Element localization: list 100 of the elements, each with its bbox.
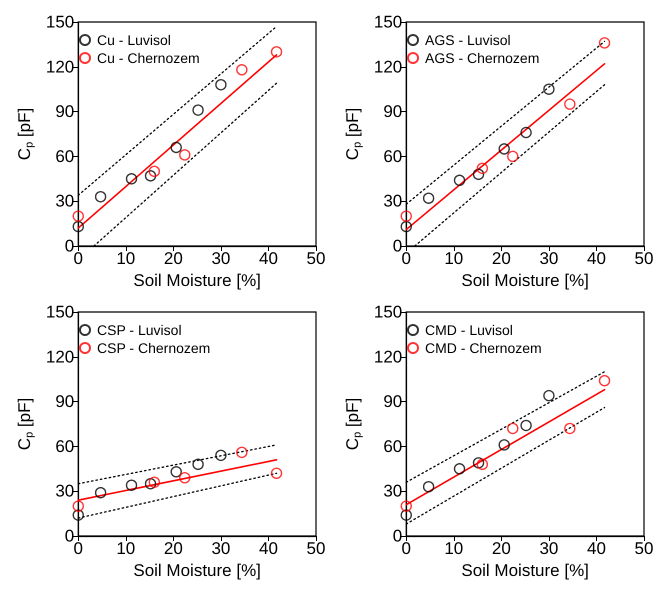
y-tick-label: 60: [383, 436, 402, 456]
y-tick-label: 30: [55, 192, 74, 211]
point: [72, 500, 84, 512]
point: [144, 170, 156, 182]
legend-label: CMD - Luvisol: [425, 322, 513, 338]
point: [598, 37, 610, 49]
point: [520, 126, 532, 138]
y-axis-title: Cp [pF]: [343, 398, 364, 450]
legend-label: CMD - Chernozem: [425, 340, 542, 356]
point: [192, 458, 204, 470]
legend-label: CSP - Luvisol: [97, 322, 182, 338]
legend-label: AGS - Luvisol: [425, 32, 511, 48]
point: [400, 509, 412, 521]
legend-label: AGS - Chernozem: [425, 50, 540, 66]
point: [472, 168, 484, 180]
x-tick-label: 40: [586, 249, 606, 268]
point: [179, 472, 190, 484]
point: [564, 98, 576, 110]
point: [472, 457, 484, 469]
point: [179, 149, 190, 161]
point: [498, 143, 510, 155]
point: [507, 422, 518, 434]
x-axis-title: Soil Moisture [%]: [133, 271, 261, 290]
point: [476, 458, 488, 470]
y-tick-label: 150: [46, 12, 74, 32]
point: [543, 84, 555, 95]
point: [148, 476, 160, 488]
point: [422, 481, 434, 492]
y-axis-title: Cp [pF]: [15, 398, 36, 450]
y-tick-label: 90: [383, 392, 402, 412]
point: [236, 64, 248, 76]
y-tick-label: 150: [374, 302, 402, 322]
point: [94, 486, 106, 498]
point: [454, 463, 466, 474]
x-tick-label: 30: [539, 249, 558, 268]
point: [126, 173, 138, 184]
point: [400, 210, 412, 222]
point: [94, 191, 106, 202]
point: [476, 162, 488, 174]
y-axis-title: Cp [pF]: [15, 108, 36, 160]
x-tick-label: 10: [116, 249, 136, 268]
point: [72, 220, 84, 232]
point: [215, 450, 227, 462]
y-tick-label: 0: [392, 526, 402, 546]
y-tick-label: 30: [383, 482, 402, 501]
point: [270, 468, 282, 479]
x-tick-label: 50: [306, 539, 326, 558]
x-tick-label: 30: [211, 539, 230, 558]
y-tick-label: 150: [46, 302, 74, 322]
point: [400, 220, 412, 232]
x-axis-title: Soil Moisture [%]: [461, 561, 589, 580]
point: [148, 166, 160, 178]
point: [170, 142, 182, 154]
point: [270, 46, 282, 58]
point: [543, 390, 555, 402]
y-tick-label: 120: [374, 347, 402, 366]
y-axis-title: Cp [pF]: [343, 108, 364, 160]
point: [170, 466, 182, 478]
x-tick-label: 30: [211, 249, 230, 268]
y-tick-label: 60: [55, 436, 74, 456]
y-tick-label: 90: [55, 102, 74, 122]
point: [454, 174, 466, 186]
y-tick-label: 90: [383, 102, 402, 122]
y-tick-label: 30: [383, 192, 402, 211]
legend-label: Cu - Luvisol: [97, 32, 171, 48]
x-tick-label: 50: [306, 249, 326, 268]
point: [498, 439, 510, 451]
x-tick-label: 20: [164, 249, 183, 268]
x-tick-label: 40: [586, 539, 606, 558]
point: [236, 446, 248, 458]
y-tick-label: 120: [46, 347, 74, 366]
point: [564, 422, 576, 434]
y-tick-label: 120: [374, 57, 402, 76]
y-tick-label: 60: [383, 146, 402, 166]
x-tick-label: 20: [164, 539, 183, 558]
point: [126, 480, 138, 491]
x-tick-label: 40: [258, 539, 278, 558]
x-tick-label: 10: [116, 539, 136, 558]
x-tick-label: 10: [444, 539, 464, 558]
point: [520, 420, 532, 432]
legend-label: Cu - Chernozem: [97, 50, 200, 66]
y-tick-label: 0: [64, 236, 74, 256]
y-tick-label: 0: [392, 236, 402, 256]
x-tick-label: 30: [539, 539, 558, 558]
point: [598, 374, 610, 386]
point: [422, 192, 434, 204]
point: [72, 210, 84, 222]
y-tick-label: 150: [374, 12, 402, 32]
x-tick-label: 20: [492, 249, 511, 268]
x-tick-label: 50: [634, 249, 654, 268]
point: [144, 478, 156, 490]
point: [72, 509, 84, 521]
point: [192, 104, 204, 116]
point: [400, 500, 412, 512]
x-axis-title: Soil Moisture [%]: [461, 271, 589, 290]
y-tick-label: 0: [64, 526, 74, 546]
point: [507, 150, 518, 162]
y-tick-label: 30: [55, 482, 74, 501]
y-tick-label: 60: [55, 146, 74, 166]
y-tick-label: 120: [46, 57, 74, 76]
